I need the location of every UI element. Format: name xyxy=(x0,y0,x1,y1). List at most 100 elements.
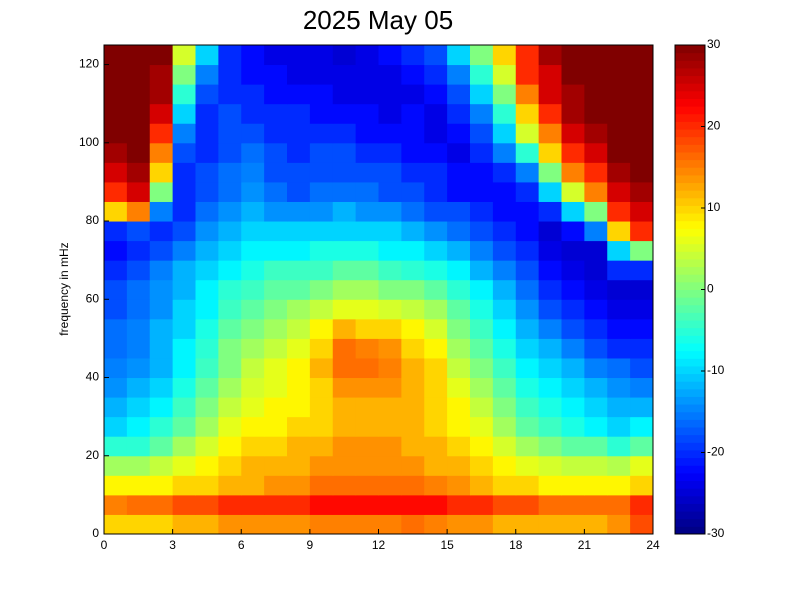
heatmap-cell xyxy=(492,338,517,359)
heatmap-cell xyxy=(607,123,631,144)
heatmap-cell xyxy=(515,475,540,496)
heatmap-cell xyxy=(332,475,357,496)
heatmap-cell xyxy=(195,318,219,339)
heatmap-cell xyxy=(607,455,631,476)
heatmap-cell xyxy=(126,84,151,105)
heatmap-cell xyxy=(447,357,471,379)
heatmap-cell xyxy=(561,416,585,437)
heatmap-cell xyxy=(630,162,654,183)
heatmap-cell xyxy=(309,318,334,339)
heatmap-cell xyxy=(607,514,631,535)
heatmap-cell xyxy=(447,494,471,515)
heatmap-cell xyxy=(309,436,334,457)
heatmap-cell xyxy=(401,338,425,359)
heatmap-cell xyxy=(607,201,631,222)
colorbar-swatch xyxy=(675,205,705,214)
heatmap-cell xyxy=(195,64,219,85)
heatmap-cell xyxy=(607,377,631,398)
heatmap-cell xyxy=(630,123,654,144)
heatmap-cell xyxy=(218,162,242,183)
heatmap-cell xyxy=(492,221,517,242)
heatmap-cell xyxy=(241,103,265,124)
heatmap-cell xyxy=(630,181,654,202)
heatmap-cell xyxy=(172,123,196,144)
heatmap-cell xyxy=(424,84,448,105)
heatmap-cell xyxy=(447,221,471,242)
colorbar-swatch xyxy=(675,312,705,321)
heatmap-cell xyxy=(309,142,334,163)
heatmap-cell xyxy=(630,279,654,300)
heatmap-cell xyxy=(378,45,402,66)
heatmap-cell xyxy=(401,103,425,124)
heatmap-cell xyxy=(104,397,128,418)
colorbar-swatch xyxy=(675,396,705,405)
heatmap-cell xyxy=(309,514,334,535)
heatmap-cell xyxy=(195,338,219,359)
heatmap-cell xyxy=(241,338,265,359)
heatmap-cell xyxy=(218,279,242,300)
heatmap-cell xyxy=(584,162,608,183)
heatmap-cell xyxy=(584,45,608,66)
heatmap-cell xyxy=(287,357,311,379)
heatmap-cell xyxy=(447,240,471,261)
heatmap-cell xyxy=(561,221,585,242)
heatmap-cell xyxy=(492,162,517,183)
heatmap-cell xyxy=(538,123,562,144)
colorbar-swatch xyxy=(675,304,705,313)
heatmap-cell xyxy=(584,221,608,242)
heatmap-cell xyxy=(355,260,379,281)
heatmap-cell xyxy=(492,436,517,457)
heatmap-cell xyxy=(561,103,585,124)
heatmap-cell xyxy=(195,181,219,202)
heatmap-cell xyxy=(149,142,174,163)
heatmap-cell xyxy=(607,103,631,124)
heatmap-cell xyxy=(424,103,448,124)
heatmap-cell xyxy=(287,475,311,496)
heatmap-cell xyxy=(607,318,631,339)
heatmap-cell xyxy=(584,377,608,398)
heatmap-cell xyxy=(287,514,311,535)
heatmap-cell xyxy=(492,397,517,418)
heatmap-cell xyxy=(630,357,654,379)
heatmap-cell xyxy=(607,142,631,163)
heatmap-cell xyxy=(126,64,151,85)
heatmap-cell xyxy=(264,162,288,183)
heatmap-cell xyxy=(470,181,494,202)
heatmap-cell xyxy=(607,181,631,202)
heatmap-cell xyxy=(104,221,128,242)
x-tick-label: 6 xyxy=(238,538,245,552)
heatmap-cell xyxy=(195,162,219,183)
heatmap-cell xyxy=(241,377,265,398)
heatmap-cell xyxy=(584,142,608,163)
heatmap-cell xyxy=(561,475,585,496)
heatmap-cell xyxy=(378,260,402,281)
heatmap-cell xyxy=(264,318,288,339)
heatmap-cell xyxy=(287,221,311,242)
heatmap-cell xyxy=(287,416,311,437)
heatmap-cell xyxy=(355,455,379,476)
heatmap-cell xyxy=(424,475,448,496)
colorbar-swatch xyxy=(675,411,705,420)
heatmap-cell xyxy=(355,377,379,398)
colorbar-swatch xyxy=(675,472,705,482)
heatmap-cell xyxy=(149,221,174,242)
heatmap-cell xyxy=(538,397,562,418)
heatmap-cell xyxy=(607,494,631,515)
heatmap-cell xyxy=(264,103,288,124)
heatmap-cell xyxy=(424,299,448,320)
heatmap-cell xyxy=(538,142,562,163)
heatmap-cell xyxy=(424,181,448,202)
heatmap-cell xyxy=(172,455,196,476)
heatmap-cell xyxy=(584,494,608,515)
heatmap-cell xyxy=(218,397,242,418)
heatmap-cell xyxy=(309,64,334,85)
heatmap-cell xyxy=(264,84,288,105)
heatmap-cell xyxy=(561,279,585,300)
heatmap-cell xyxy=(538,514,562,535)
heatmap-cell xyxy=(584,299,608,320)
heatmap-cell xyxy=(378,240,402,261)
heatmap-cell xyxy=(561,397,585,418)
heatmap-cell xyxy=(355,436,379,457)
heatmap-cell xyxy=(241,357,265,379)
